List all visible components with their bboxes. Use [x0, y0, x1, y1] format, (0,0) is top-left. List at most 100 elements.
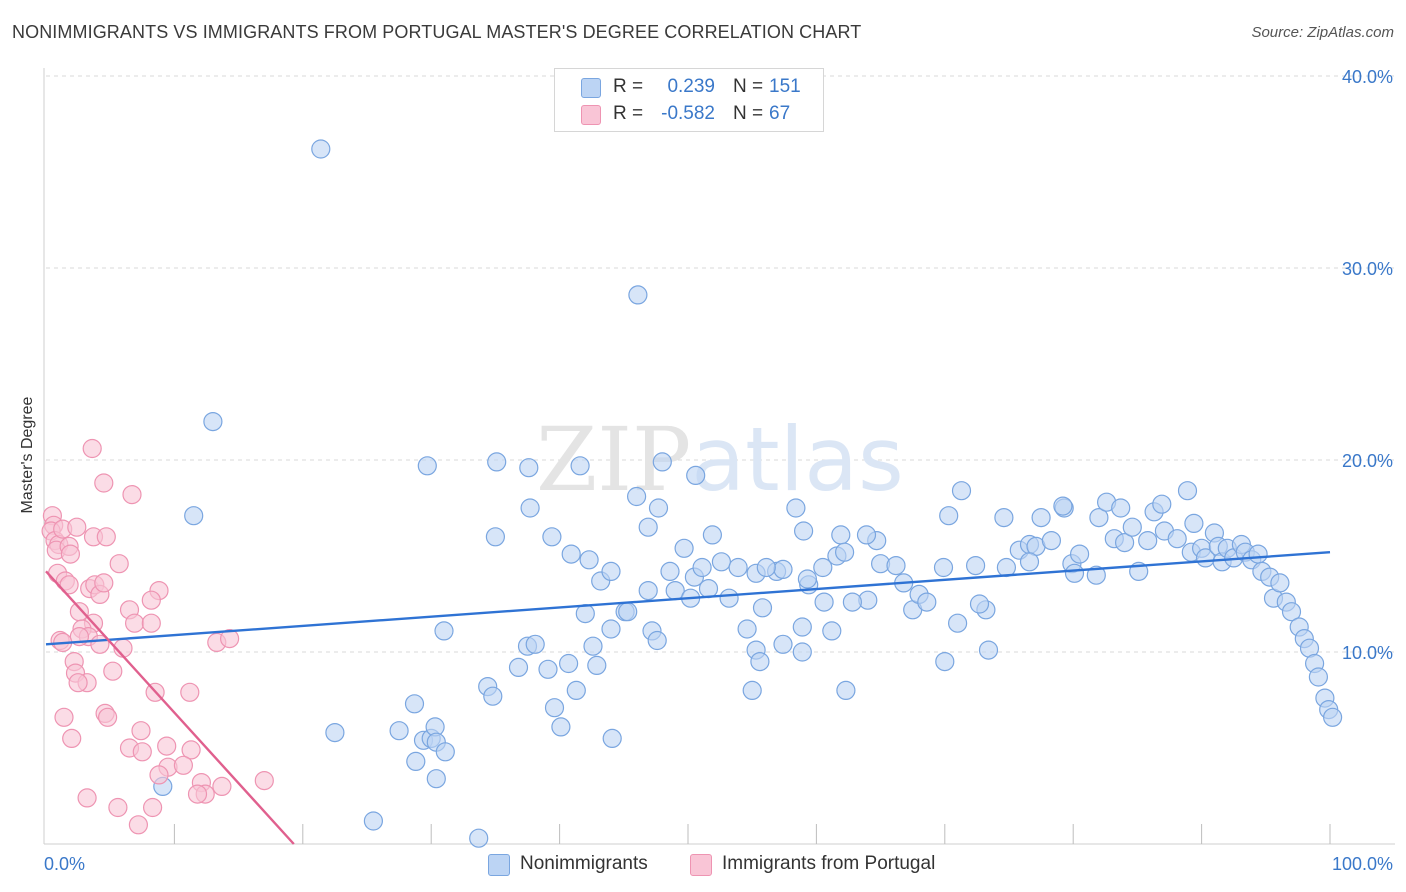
point-nonimmigrant: [311, 139, 331, 159]
point-immigrant-portugal: [59, 575, 79, 595]
point-nonimmigrant: [1177, 481, 1198, 501]
chart-title: NONIMMIGRANTS VS IMMIGRANTS FROM PORTUGA…: [12, 22, 862, 42]
point-nonimmigrant: [519, 458, 539, 478]
point-nonimmigrant: [647, 630, 667, 651]
point-nonimmigrant: [1167, 529, 1187, 549]
point-nonimmigrant: [558, 653, 579, 674]
point-immigrant-portugal: [82, 438, 102, 459]
point-nonimmigrant: [935, 651, 955, 672]
point-nonimmigrant: [602, 728, 622, 749]
point-nonimmigrant: [601, 561, 621, 582]
legend-swatch-blue: [581, 78, 601, 98]
point-nonimmigrant: [1064, 563, 1085, 583]
y-tick-label: 30.0%: [1342, 259, 1393, 279]
point-immigrant-portugal: [96, 527, 116, 547]
legend-swatch-pink: [581, 105, 601, 125]
x-tick-label: 100.0%: [1332, 854, 1393, 874]
point-immigrant-portugal: [180, 682, 200, 702]
point-nonimmigrant: [994, 507, 1014, 528]
n-value: 67: [769, 103, 791, 124]
point-nonimmigrant: [698, 578, 719, 599]
point-nonimmigrant: [856, 525, 877, 545]
point-nonimmigrant: [1281, 602, 1302, 622]
stats-legend: R = 0.239 N = 151 R = -0.582 N = 67: [554, 68, 824, 132]
trendline-blue: [45, 550, 1331, 646]
point-nonimmigrant: [1308, 667, 1329, 687]
point-nonimmigrant: [184, 506, 204, 526]
point-nonimmigrant: [551, 717, 571, 737]
point-nonimmigrant: [742, 680, 762, 701]
point-nonimmigrant: [648, 498, 669, 518]
point-nonimmigrant: [487, 452, 507, 472]
point-nonimmigrant: [822, 621, 842, 641]
point-nonimmigrant: [831, 525, 851, 545]
y-tick-label: 40.0%: [1342, 67, 1393, 87]
point-nonimmigrant: [587, 655, 607, 676]
point-nonimmigrant: [728, 557, 748, 578]
point-nonimmigrant: [917, 592, 937, 612]
point-nonimmigrant: [628, 285, 648, 305]
point-immigrant-portugal: [132, 742, 152, 762]
point-immigrant-portugal: [157, 736, 177, 756]
point-immigrant-portugal: [97, 707, 118, 727]
n-value: 151: [769, 76, 801, 97]
point-nonimmigrant: [601, 619, 621, 639]
point-nonimmigrant: [626, 486, 647, 507]
point-nonimmigrant: [786, 498, 806, 518]
point-nonimmigrant: [1031, 507, 1051, 528]
source-credit: Source: ZipAtlas.com: [1251, 24, 1394, 41]
point-nonimmigrant: [711, 552, 732, 572]
legend-swatch-blue: [488, 854, 510, 876]
point-nonimmigrant: [561, 544, 581, 564]
point-nonimmigrant: [570, 456, 590, 476]
point-nonimmigrant: [939, 506, 959, 526]
point-immigrant-portugal: [143, 797, 163, 818]
n-label: N =: [733, 76, 764, 97]
point-nonimmigrant: [702, 525, 723, 545]
point-immigrant-portugal: [103, 661, 123, 681]
point-nonimmigrant: [793, 521, 814, 541]
watermark: ZIPatlas: [536, 408, 904, 511]
point-nonimmigrant: [638, 580, 658, 601]
point-nonimmigrant: [435, 742, 455, 762]
point-immigrant-portugal: [77, 788, 97, 808]
point-immigrant-portugal: [212, 776, 232, 797]
r-label: R =: [613, 76, 644, 97]
point-immigrant-portugal: [173, 755, 193, 775]
point-immigrant-portugal: [60, 544, 81, 564]
point-nonimmigrant: [520, 498, 540, 518]
point-nonimmigrant: [203, 412, 223, 432]
y-tick-label: 20.0%: [1342, 451, 1393, 471]
stats-row-immigrants: R = -0.582 N = 67: [555, 101, 823, 127]
point-immigrant-portugal: [54, 707, 74, 727]
point-nonimmigrant: [1138, 530, 1158, 551]
point-nonimmigrant: [566, 680, 586, 701]
point-nonimmigrant: [389, 721, 409, 741]
trendline-pink: [45, 570, 295, 845]
point-nonimmigrant: [834, 542, 855, 562]
point-nonimmigrant: [792, 617, 812, 637]
point-nonimmigrant: [544, 698, 565, 718]
point-nonimmigrant: [969, 594, 990, 614]
bottom-legend: Nonimmigrants Immigrants from Portugal: [0, 852, 1406, 878]
point-nonimmigrant: [638, 517, 658, 537]
point-immigrant-portugal: [149, 765, 169, 785]
r-label: R =: [613, 103, 644, 124]
point-immigrant-portugal: [220, 628, 240, 649]
point-immigrant-portugal: [122, 485, 142, 505]
point-immigrant-portugal: [108, 797, 128, 818]
point-nonimmigrant: [797, 569, 818, 589]
axes: [43, 68, 1395, 845]
point-nonimmigrant: [1322, 707, 1343, 727]
r-value: 0.239: [667, 76, 715, 97]
point-immigrant-portugal: [141, 590, 161, 610]
point-nonimmigrant: [538, 659, 558, 679]
point-nonimmigrant: [1041, 530, 1062, 551]
point-nonimmigrant: [773, 634, 793, 654]
r-value: -0.582: [661, 103, 715, 124]
point-nonimmigrant: [1122, 517, 1142, 537]
point-nonimmigrant: [686, 465, 706, 485]
point-immigrant-portugal: [254, 770, 274, 791]
point-nonimmigrant: [792, 642, 812, 662]
